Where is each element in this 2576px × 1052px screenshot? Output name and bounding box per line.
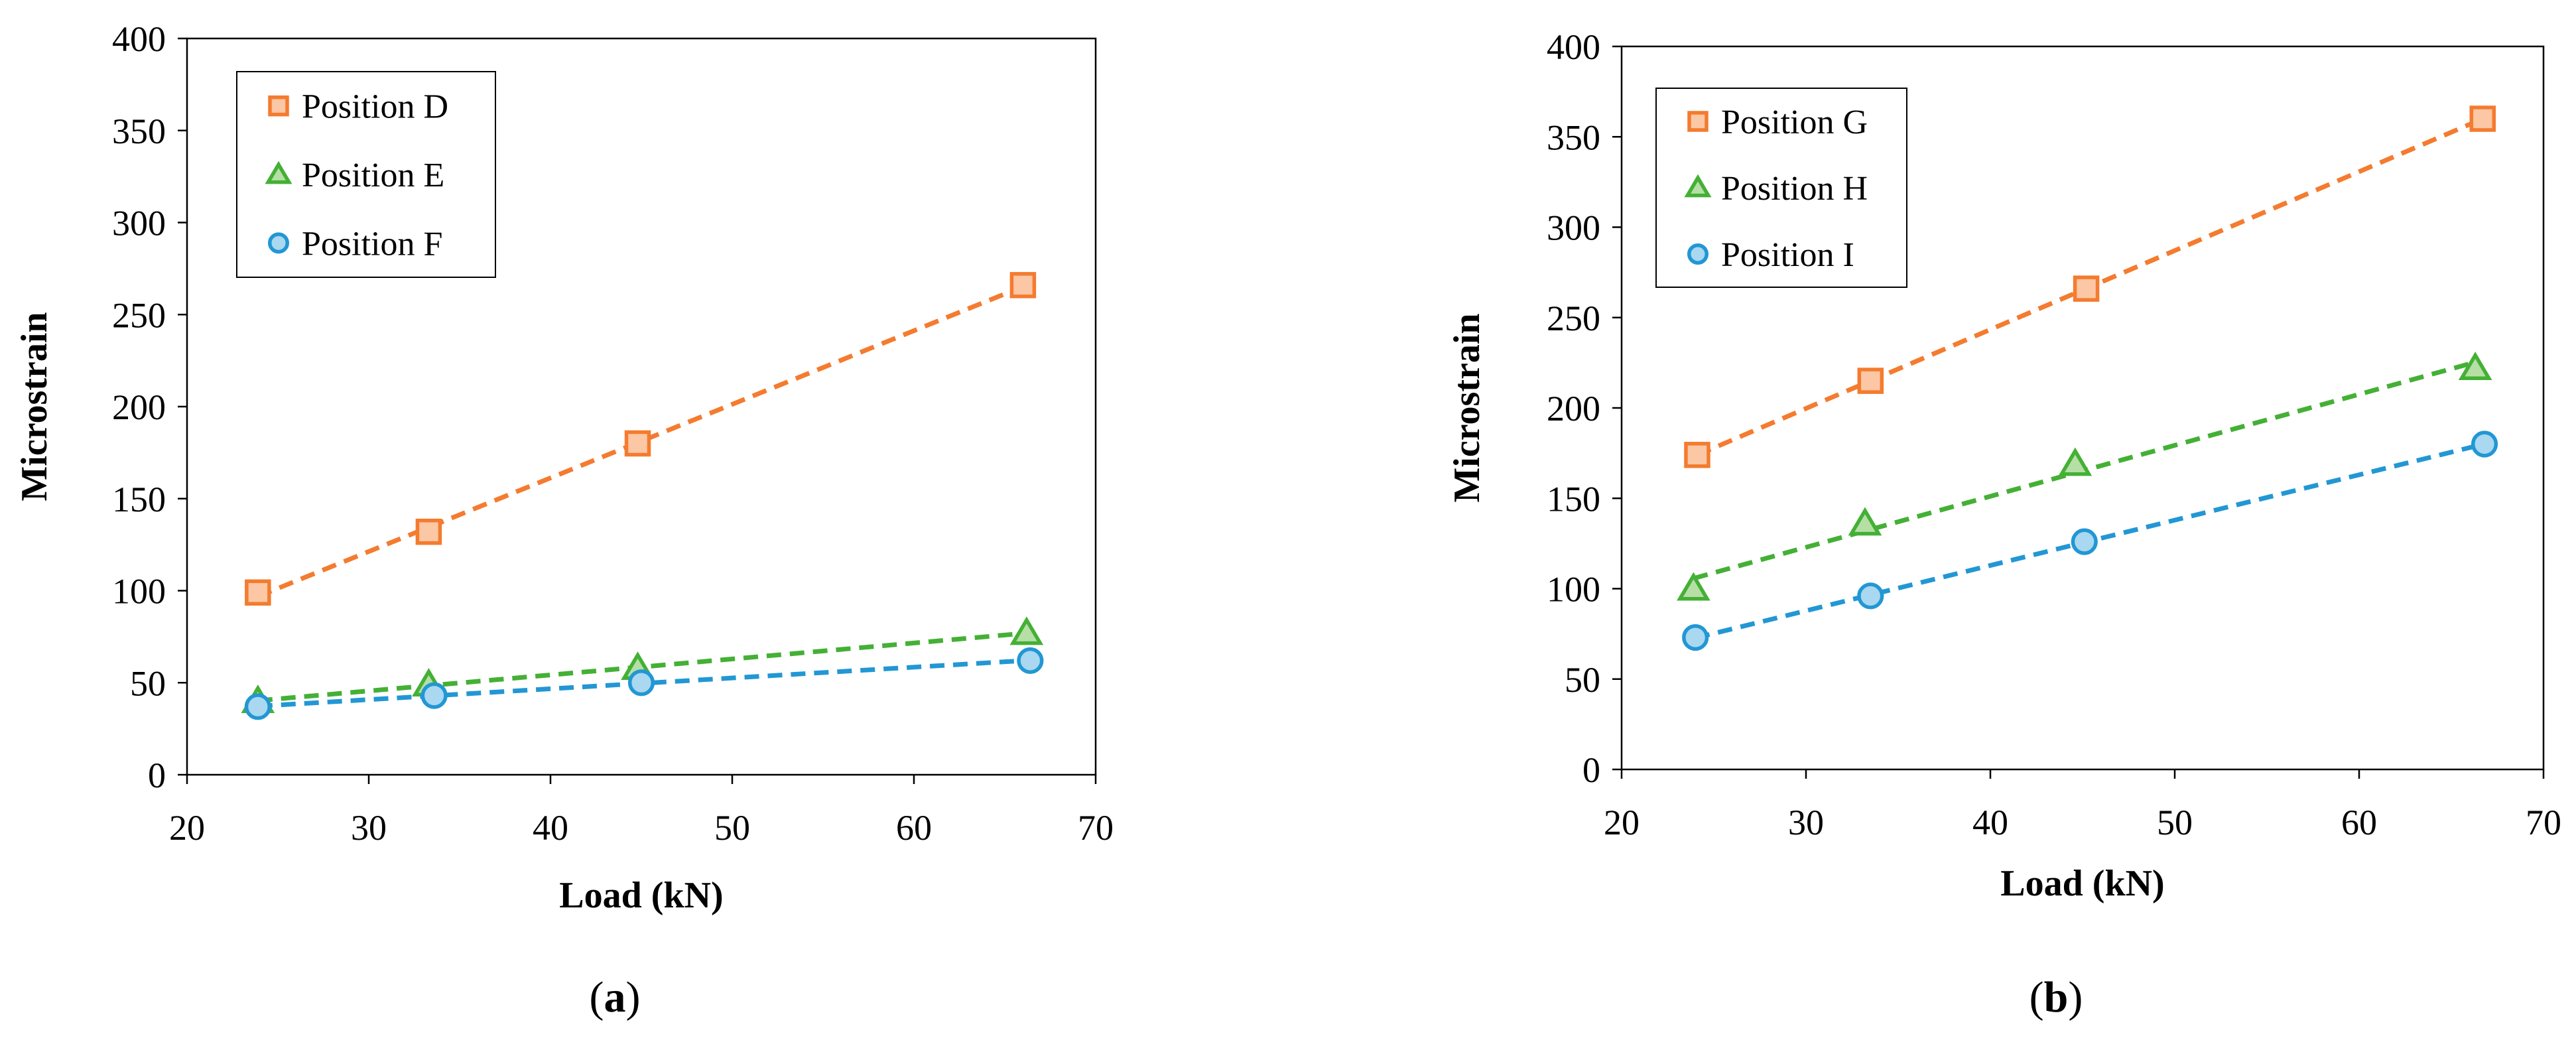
data-point <box>245 579 271 606</box>
trendline <box>257 657 1031 709</box>
data-point <box>2071 528 2098 555</box>
x-tick-label: 40 <box>1972 803 2008 842</box>
legend: Position G Position H Position I <box>1655 88 1907 288</box>
data-point <box>2073 275 2100 302</box>
data-point <box>2458 352 2492 381</box>
data-point <box>1682 624 1709 651</box>
legend-label: Position H <box>1721 170 1868 208</box>
y-tick-label: 100 <box>112 572 166 612</box>
data-point <box>1684 442 1710 468</box>
legend-marker-circle <box>1687 243 1709 265</box>
legend-label: Position G <box>1721 103 1868 141</box>
y-tick-label: 150 <box>112 480 166 519</box>
y-tick-label: 0 <box>148 756 166 795</box>
data-point <box>1009 616 1044 645</box>
y-tick-label: 50 <box>130 663 166 703</box>
legend-marker-triangle <box>265 161 292 184</box>
y-tick-label: 150 <box>1547 479 1600 519</box>
legend-marker-circle <box>267 232 290 254</box>
legend-marker-square <box>268 95 289 117</box>
y-axis-title: Microstrain <box>1447 313 1488 502</box>
series-position-i <box>1682 430 2498 651</box>
x-tick-label: 30 <box>1788 803 1824 842</box>
y-axis-title: Microstrain <box>14 312 55 501</box>
legend-label: Position D <box>302 88 448 126</box>
series-position-d <box>245 272 1037 606</box>
legend: Position D Position E Position F <box>236 71 496 278</box>
y-tick-label: 250 <box>112 295 166 335</box>
legend-marker-triangle <box>1684 174 1712 198</box>
data-point <box>1677 572 1710 601</box>
y-tick-label: 350 <box>112 111 166 151</box>
series-position-f <box>244 647 1044 720</box>
data-point <box>624 430 651 457</box>
data-point <box>1857 582 1884 610</box>
x-tick-label: 50 <box>2157 803 2193 842</box>
legend-label: Position I <box>1721 236 1854 274</box>
y-tick-label: 250 <box>1547 298 1600 338</box>
data-point <box>2058 447 2093 476</box>
y-tick-label: 50 <box>1565 660 1600 700</box>
panel-label: (a) <box>590 973 641 1021</box>
y-tick-label: 400 <box>112 19 166 59</box>
data-point <box>1017 647 1044 675</box>
panel-label: (b) <box>2029 973 2083 1021</box>
x-tick-label: 20 <box>169 808 205 848</box>
data-point <box>420 682 448 709</box>
data-point <box>415 518 442 545</box>
y-tick-label: 200 <box>112 387 166 427</box>
data-point <box>1857 367 1884 394</box>
x-tick-label: 30 <box>351 808 387 848</box>
x-axis-title: Load (kN) <box>2000 863 2164 904</box>
chart-panel-b: 20 30 40 50 60 70 0 50 100 150 200 250 300 350 400 Load… <box>1447 27 2561 1021</box>
data-point <box>627 669 655 696</box>
data-point <box>244 693 271 720</box>
data-point <box>2471 430 2498 458</box>
y-tick-label: 100 <box>1547 570 1600 610</box>
y-tick-label: 0 <box>1582 750 1600 790</box>
legend-label: Position E <box>302 157 444 194</box>
x-tick-label: 20 <box>1604 803 1640 842</box>
y-tick-label: 200 <box>1547 389 1600 428</box>
y-tick-label: 300 <box>112 204 166 243</box>
y-tick-label: 350 <box>1547 117 1600 157</box>
chart-panel-a: 20 30 40 50 60 70 0 50 100 150 200 250 300 350 400 Load… <box>14 19 1114 1021</box>
x-tick-label: 60 <box>2341 803 2377 842</box>
series-position-h <box>1677 352 2492 601</box>
x-tick-label: 50 <box>714 808 750 848</box>
y-tick-label: 300 <box>1547 208 1600 248</box>
x-tick-label: 60 <box>896 808 932 848</box>
x-tick-label: 70 <box>2526 803 2561 842</box>
data-point <box>2469 105 2496 132</box>
legend-marker-square <box>1687 111 1708 132</box>
data-point <box>1848 507 1882 536</box>
x-tick-label: 40 <box>533 808 568 848</box>
y-tick-label: 400 <box>1547 27 1600 67</box>
x-axis-title: Load (kN) <box>559 875 723 916</box>
data-point <box>1009 272 1037 298</box>
series-position-g <box>1684 105 2496 468</box>
legend-label: Position F <box>302 225 442 263</box>
x-tick-label: 70 <box>1078 808 1114 848</box>
